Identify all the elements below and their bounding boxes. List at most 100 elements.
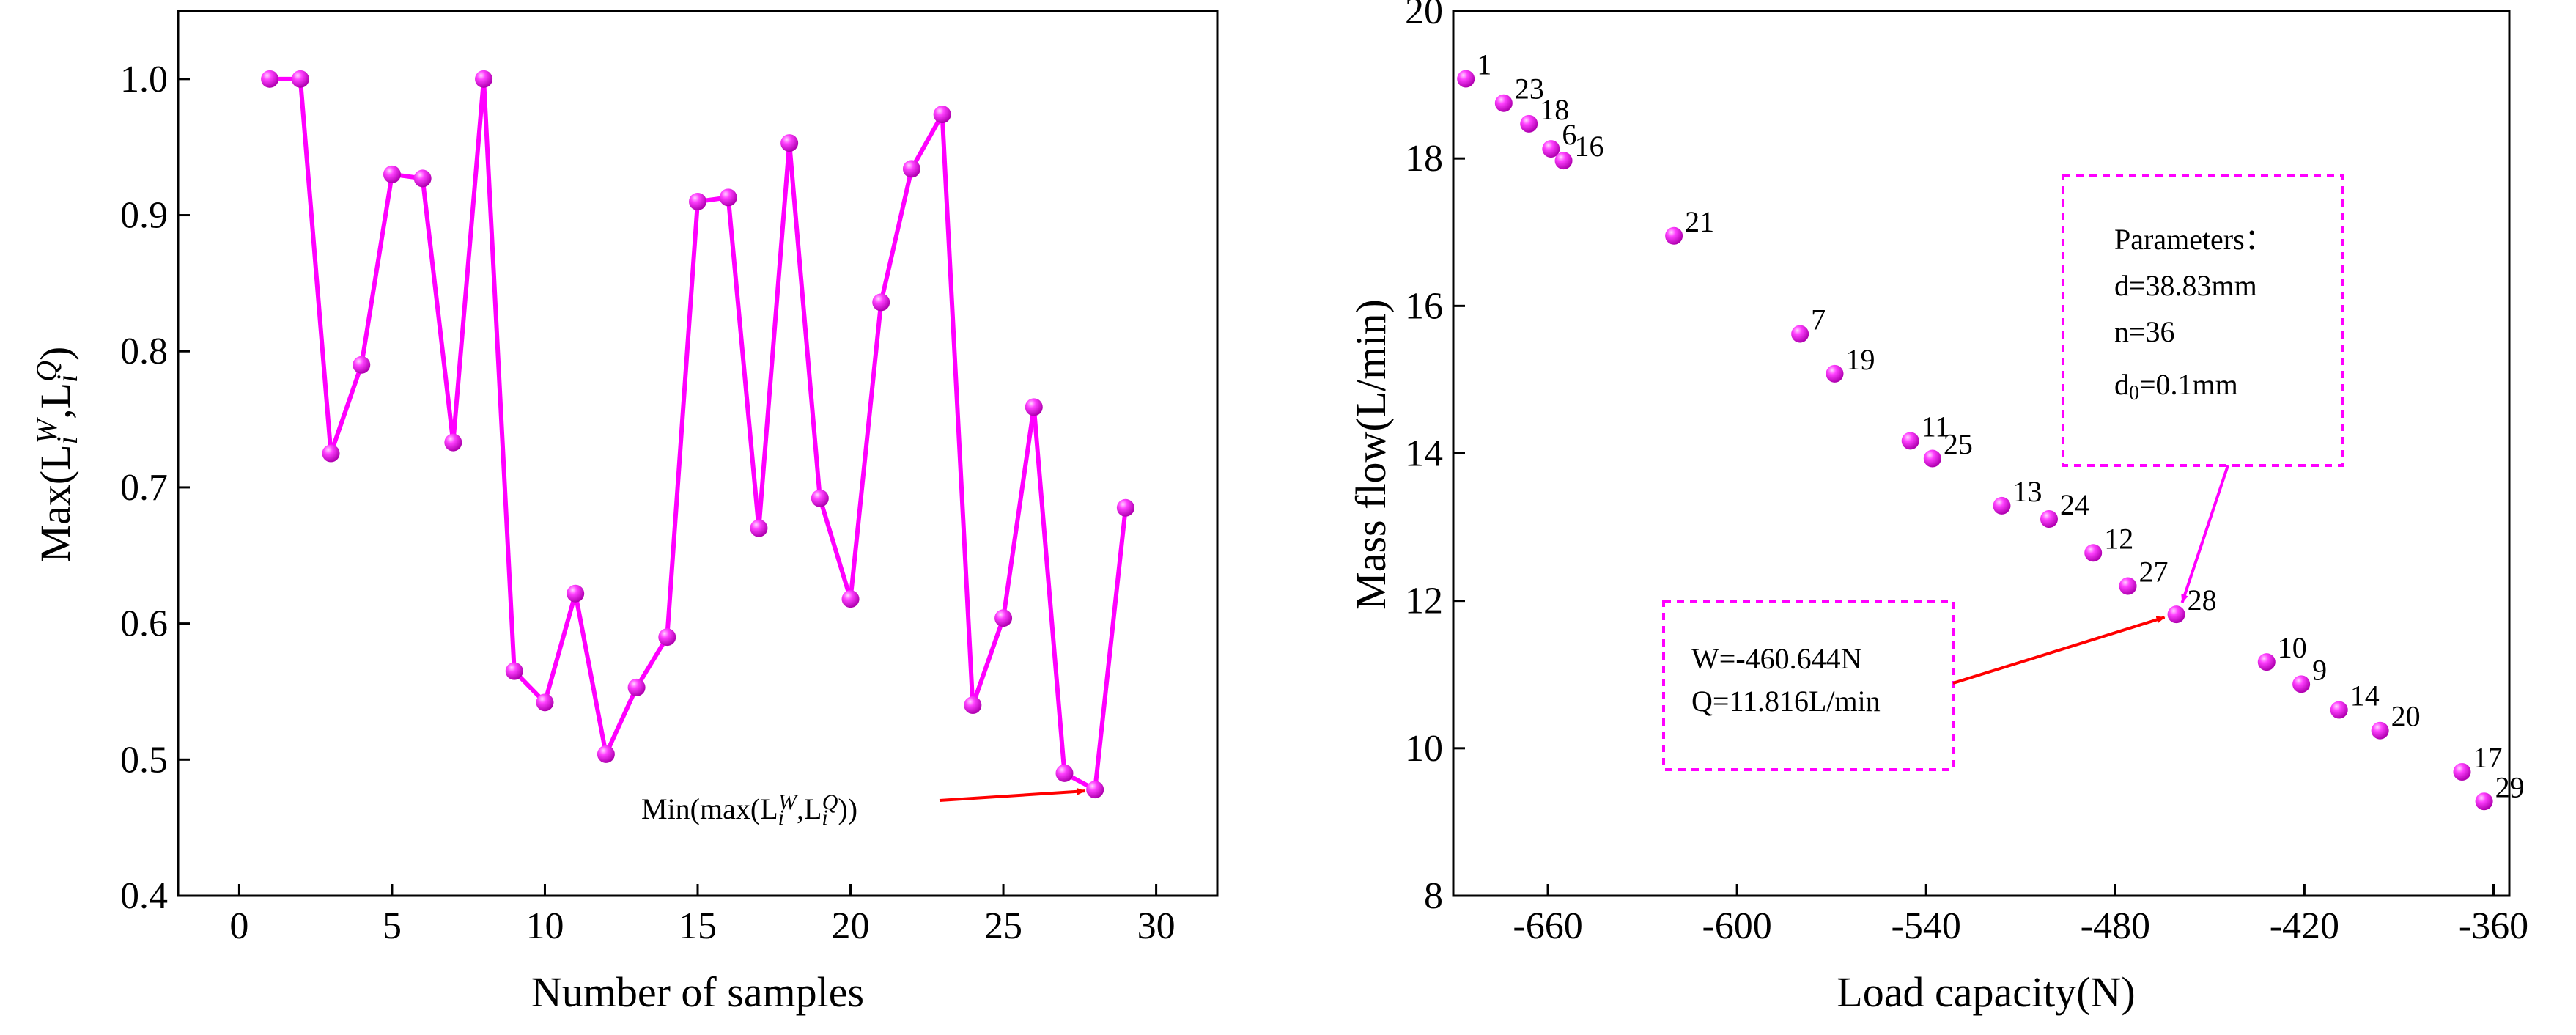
x-tick-label: -420 <box>2270 905 2339 947</box>
data-point <box>902 160 920 178</box>
series-line <box>270 76 1128 792</box>
result-line: Q=11.816L/min <box>1691 685 1881 718</box>
y-tick-label: 0.4 <box>120 875 168 917</box>
point-label: 14 <box>2350 679 2380 712</box>
point-label: 12 <box>2104 522 2133 555</box>
point-label: 1 <box>1477 48 1491 81</box>
x-tick-label: 10 <box>525 905 564 947</box>
scatter-point <box>1457 70 1475 88</box>
point-label: 21 <box>1685 205 1714 238</box>
parameters-box <box>2062 174 2344 467</box>
scatter-point <box>2257 653 2276 671</box>
y-tick-label: 12 <box>1405 581 1443 622</box>
parameters-line: d0=0.1mm <box>2114 368 2238 405</box>
parameters-line: d=38.83mm <box>2114 269 2257 302</box>
samples-chart: 0 5 10 15 20 25 30 0.4 0.5 0.6 0.7 0.8 0.9 1.0 Min(ma… <box>30 10 1219 1016</box>
parameters-arrow <box>2180 465 2229 604</box>
data-point <box>872 293 890 312</box>
scatter-point <box>2330 701 2348 719</box>
y-tick-label: 1.0 <box>120 59 168 100</box>
axis-ticks: 0 5 10 15 20 25 30 0.4 0.5 0.6 0.7 0.8 0.9 1.0 <box>120 59 1176 947</box>
annotation-text: Min(max(LiW,LiQ)) <box>641 790 857 830</box>
scatter-point <box>2084 544 2103 562</box>
scatter-point <box>2453 763 2471 781</box>
data-point <box>1086 781 1104 799</box>
plot-frame <box>1452 10 2511 897</box>
data-point <box>444 433 462 452</box>
data-point <box>1025 398 1043 416</box>
parameters-line: Parameters： <box>2114 223 2274 256</box>
annotations: Parameters： d=38.83mm n=36 d0=0.1mm W=-460.6… <box>1662 174 2344 771</box>
point-label: 23 <box>1515 73 1544 106</box>
x-tick-label: 20 <box>832 905 870 947</box>
point-label: 9 <box>2312 653 2327 686</box>
x-tick-label: 5 <box>383 905 402 947</box>
min-annotation: Min(max(LiW,LiQ)) <box>641 787 1086 830</box>
y-tick-label: 0.9 <box>120 195 168 237</box>
data-point <box>627 678 646 696</box>
x-tick-label: 0 <box>229 905 248 947</box>
point-label: 29 <box>2495 770 2525 803</box>
data-point <box>322 444 340 463</box>
data-point <box>567 584 585 603</box>
data-point <box>475 70 493 88</box>
y-tick-label: 8 <box>1424 875 1443 917</box>
data-point <box>1055 764 1074 782</box>
x-tick-label: -660 <box>1513 905 1582 947</box>
scatter-point <box>1494 94 1513 112</box>
y-tick-label: 20 <box>1405 0 1443 32</box>
scatter-point <box>1554 152 1573 170</box>
point-label: 13 <box>2012 475 2042 508</box>
data-point <box>413 169 432 188</box>
x-tick-label: -540 <box>1892 905 1961 947</box>
data-point <box>689 192 706 210</box>
scatter-point <box>1665 226 1683 245</box>
point-label: 16 <box>1575 130 1604 163</box>
scatter-point <box>2292 675 2311 693</box>
x-tick-label: -480 <box>2081 905 2150 947</box>
parameters-line: n=36 <box>2114 315 2175 348</box>
scatter-point <box>1993 496 2011 515</box>
data-point <box>536 693 554 712</box>
data-point <box>353 356 371 374</box>
scatter-point <box>2040 510 2058 528</box>
scatter-point <box>1826 364 1844 383</box>
data-point <box>383 165 401 183</box>
x-tick-label: 25 <box>984 905 1022 947</box>
data-point <box>994 609 1013 627</box>
point-label: 11 <box>1922 410 1950 443</box>
point-label: 17 <box>2473 741 2502 774</box>
point-label: 18 <box>1540 93 1569 126</box>
scatter-point <box>1791 325 1809 343</box>
result-line: W=-460.644N <box>1691 642 1862 675</box>
data-point <box>964 696 982 715</box>
data-point <box>1116 498 1134 517</box>
point-label: 28 <box>2188 583 2217 616</box>
x-tick-label: -360 <box>2459 905 2528 947</box>
scatter-point <box>2119 577 2137 595</box>
point-label: 27 <box>2139 556 2169 589</box>
point-label: 7 <box>1811 303 1826 336</box>
data-point <box>261 70 279 88</box>
point-label: 24 <box>2060 488 2089 521</box>
scatter-point <box>1923 449 1941 468</box>
y-tick-label: 0.5 <box>120 739 168 781</box>
x-tick-label: -600 <box>1702 905 1771 947</box>
data-point <box>811 489 829 507</box>
y-tick-label: 16 <box>1405 285 1443 327</box>
data-point <box>841 590 860 608</box>
y-tick-label: 0.6 <box>120 603 168 645</box>
y-tick-label: 0.8 <box>120 331 168 372</box>
x-axis-label: Number of samples <box>531 968 864 1016</box>
y-axis-label: Max(LiW,LiQ) <box>30 347 84 563</box>
data-point <box>597 745 615 763</box>
x-tick-label: 15 <box>679 905 717 947</box>
point-label: 10 <box>2278 631 2307 664</box>
result-arrow <box>1952 616 2166 685</box>
point-label: 19 <box>1845 343 1875 376</box>
y-tick-label: 10 <box>1405 728 1443 770</box>
data-point <box>658 628 676 647</box>
